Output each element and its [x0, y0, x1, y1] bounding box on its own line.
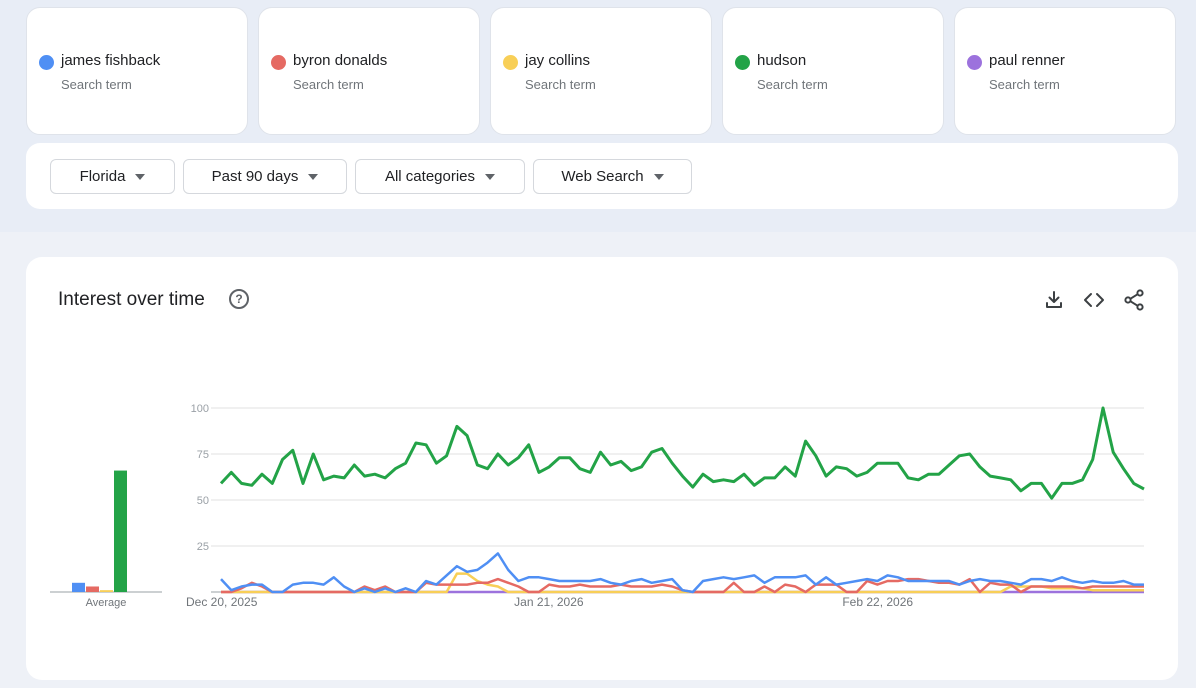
caret-down-icon: [135, 173, 146, 180]
x-tick-label: Dec 20, 2025: [186, 595, 258, 609]
term-subtitle: Search term: [989, 77, 1060, 92]
x-tick-label: Feb 22, 2026: [842, 595, 913, 609]
region-value: Florida: [79, 168, 126, 185]
term-color-dot: [503, 55, 518, 70]
search-type-value: Web Search: [561, 168, 644, 185]
term-name: james fishback: [61, 52, 161, 69]
interest-chart: 25 50 75 100 Average Dec 20, 2025 Jan 21, 20…: [50, 403, 1145, 609]
download-icon[interactable]: [1042, 288, 1066, 312]
term-card-hudson[interactable]: hudson Search term: [722, 7, 944, 135]
term-name: byron donalds: [293, 52, 388, 69]
category-value: All categories: [384, 168, 476, 185]
term-color-dot: [39, 55, 54, 70]
filter-bar: Florida Past 90 days All categories Web …: [26, 143, 1178, 209]
average-label: Average: [86, 597, 127, 609]
interest-over-time-panel: Interest over time ? 25 50 75 100 Average D…: [26, 257, 1178, 680]
term-name: paul renner: [989, 52, 1065, 69]
term-name: jay collins: [525, 52, 591, 69]
series-line-hudson: [219, 406, 1145, 500]
term-color-dot: [735, 55, 750, 70]
y-tick-label: 50: [197, 495, 209, 507]
search-type-dropdown[interactable]: Web Search: [533, 159, 692, 194]
term-card-jay-collins[interactable]: jay collins Search term: [490, 7, 712, 135]
term-subtitle: Search term: [61, 77, 132, 92]
x-tick-label: Jan 21, 2026: [514, 595, 584, 609]
term-card-james-fishback[interactable]: james fishback Search term: [26, 7, 248, 135]
time-range-value: Past 90 days: [211, 168, 299, 185]
term-color-dot: [271, 55, 286, 70]
term-subtitle: Search term: [293, 77, 364, 92]
term-subtitle: Search term: [525, 77, 596, 92]
average-bar: [114, 470, 127, 592]
term-name: hudson: [757, 52, 807, 69]
average-bar: [72, 582, 85, 592]
panel-title: Interest over time: [58, 289, 205, 310]
y-tick-label: 75: [197, 449, 209, 461]
term-color-dot: [967, 55, 982, 70]
caret-down-icon: [653, 173, 664, 180]
y-tick-label: 100: [191, 403, 209, 415]
caret-down-icon: [308, 173, 319, 180]
term-card-paul-renner[interactable]: paul renner Search term: [954, 7, 1176, 135]
help-circle-icon[interactable]: ?: [229, 289, 249, 309]
category-dropdown[interactable]: All categories: [355, 159, 525, 194]
y-tick-label: 25: [197, 541, 209, 553]
average-bar: [86, 586, 99, 592]
average-bar: [100, 590, 113, 592]
region-dropdown[interactable]: Florida: [50, 159, 175, 194]
time-range-dropdown[interactable]: Past 90 days: [183, 159, 347, 194]
share-icon[interactable]: [1122, 288, 1146, 312]
caret-down-icon: [485, 173, 496, 180]
term-card-byron-donalds[interactable]: byron donalds Search term: [258, 7, 480, 135]
embed-code-icon[interactable]: [1082, 288, 1106, 312]
term-subtitle: Search term: [757, 77, 828, 92]
series-line-james-fishback: [220, 552, 1144, 594]
